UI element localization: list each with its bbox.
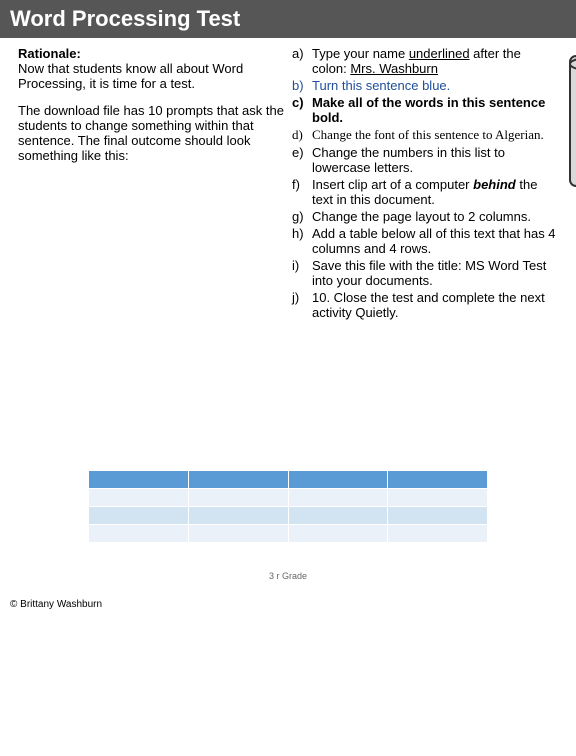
sample-table bbox=[88, 470, 488, 543]
table-row bbox=[89, 489, 488, 507]
rationale-label: Rationale: bbox=[18, 46, 81, 61]
page-title-bar: Word Processing Test bbox=[0, 0, 576, 38]
two-column-body: Rationale: Now that students know all ab… bbox=[18, 46, 558, 446]
computer-clipart bbox=[560, 46, 576, 219]
copyright: © Brittany Washburn bbox=[0, 581, 576, 610]
prompt-i: i) Save this file with the title: MS Wor… bbox=[292, 258, 558, 288]
table-row bbox=[89, 471, 488, 489]
page-title: Word Processing Test bbox=[10, 6, 240, 31]
rationale-para1: Now that students know all about Word Pr… bbox=[18, 61, 243, 91]
prompt-h: h) Add a table below all of this text th… bbox=[292, 226, 558, 256]
prompt-g: g) Change the page layout to 2 columns. bbox=[292, 209, 558, 224]
table-4x4 bbox=[88, 470, 488, 543]
prompt-list: a) Type your name underlined after the c… bbox=[292, 46, 558, 320]
prompt-d: d) Change the font of this sentence to A… bbox=[292, 127, 558, 143]
prompt-f: f) Insert clip art of a computer behind … bbox=[292, 177, 558, 207]
footer-grade: 3 r Grade bbox=[18, 571, 558, 581]
prompt-j: j) 10. Close the test and complete the n… bbox=[292, 290, 558, 320]
prompt-e: e) Change the numbers in this list to lo… bbox=[292, 145, 558, 175]
prompt-a: a) Type your name underlined after the c… bbox=[292, 46, 558, 76]
table-row bbox=[89, 507, 488, 525]
rationale-para2: The download file has 10 prompts that as… bbox=[18, 103, 284, 163]
content-area: Rationale: Now that students know all ab… bbox=[0, 38, 576, 581]
computer-icon bbox=[560, 46, 576, 216]
table-row bbox=[89, 525, 488, 543]
rationale-block: Rationale: Now that students know all ab… bbox=[18, 46, 284, 91]
prompt-c: c) Make all of the words in this sentenc… bbox=[292, 95, 558, 125]
prompt-b: b) Turn this sentence blue. bbox=[292, 78, 558, 93]
